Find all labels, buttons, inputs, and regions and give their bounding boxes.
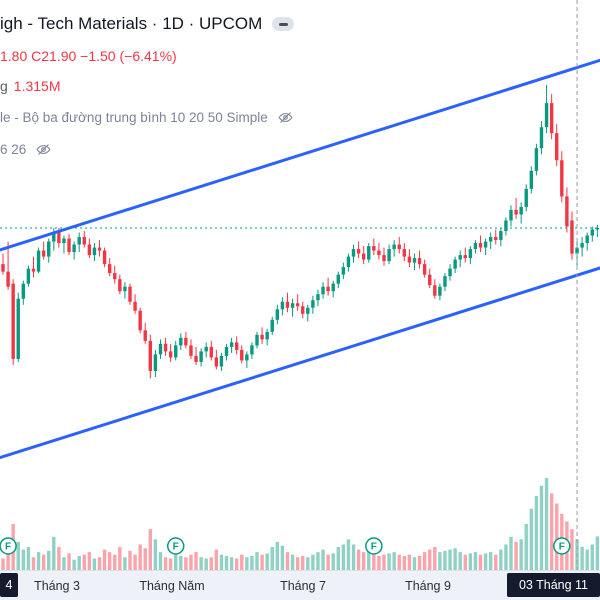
event-marker-letter: F — [559, 542, 565, 553]
indicator-values: 6 26 — [0, 142, 27, 157]
event-marker-circle — [365, 537, 383, 555]
axis-label-month: Tháng 3 — [34, 578, 80, 593]
event-marker-circle — [166, 537, 185, 555]
volume-label: g — [0, 78, 8, 94]
indicator-row: le - Bộ ba đường trung bình 10 20 50 Sim… — [0, 109, 294, 126]
event-marker-circle — [553, 537, 571, 555]
hide-indicator-icon[interactable] — [277, 109, 294, 126]
volume-bars — [1, 478, 600, 570]
candles — [1, 85, 600, 379]
minus-icon — [278, 22, 288, 26]
axis-label-month: Tháng 7 — [280, 578, 326, 593]
crosshair-date-label: 03 Tháng 11 — [507, 573, 600, 597]
volume-value: 1.315M — [13, 78, 61, 94]
indicator-title[interactable]: le - Bộ ba đường trung bình 10 20 50 Sim… — [0, 110, 268, 125]
axis-label-month: Tháng 9 — [405, 578, 451, 593]
legend-collapse-button[interactable] — [272, 17, 295, 31]
event-marker-letter: F — [371, 542, 377, 553]
event-marker-letter: F — [173, 542, 179, 553]
volume-row: g 1.315M — [0, 78, 61, 94]
event-marker-letter: F — [5, 542, 11, 553]
symbol-title-row: igh - Tech Materials · 1D · UPCOM — [0, 14, 295, 34]
symbol-title[interactable]: igh - Tech Materials · 1D · UPCOM — [0, 14, 263, 33]
axis-label-month: Tháng Năm — [139, 578, 205, 593]
hide-indicator-icon[interactable] — [35, 141, 52, 158]
time-axis[interactable]: Tháng 3 Tháng Năm Tháng 7 Tháng 9 4 03 T… — [0, 570, 600, 600]
trend-channel[interactable] — [0, 58, 600, 460]
indicator-values-row: 6 26 — [0, 141, 52, 158]
event-marker-circle — [0, 537, 17, 555]
ohlc-values: 1.80 C21.90 −1.50 (−6.41%) — [0, 48, 177, 64]
axis-edge-date-label: 4 — [0, 573, 18, 597]
